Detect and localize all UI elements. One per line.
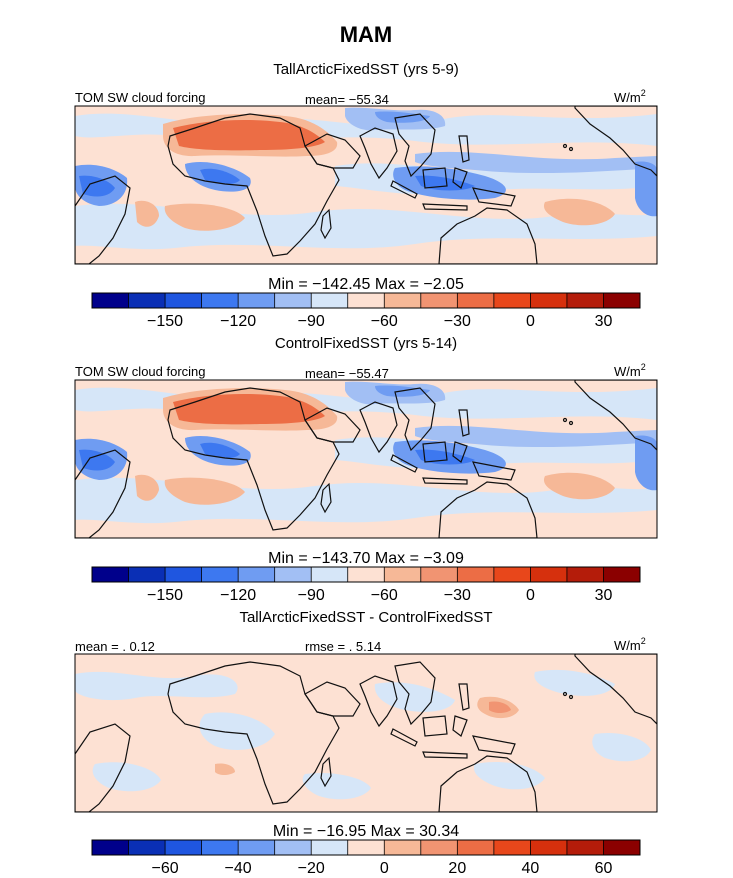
colorbar-swatch	[274, 567, 312, 582]
colorbar-swatch	[566, 567, 604, 582]
panel-1-map-frame	[74, 105, 658, 265]
panel-3-rmse-label: rmse = . 5.14	[305, 639, 381, 654]
colorbar-swatch	[420, 567, 458, 582]
colorbar-swatch	[165, 293, 202, 308]
panel-3-map-frame	[74, 653, 658, 813]
colorbar-swatch	[603, 293, 641, 308]
colorbar-tick-label: −90	[298, 313, 325, 330]
panel-1-units-label: W/m2	[614, 88, 646, 105]
panel-1-variable-label: TOM SW cloud forcing	[75, 90, 206, 105]
colorbar-swatch	[311, 840, 349, 855]
colorbar-tick-label: −120	[220, 313, 256, 330]
colorbar-tick-label: −20	[298, 860, 325, 877]
figure-title: MAM	[340, 22, 393, 47]
colorbar-swatch	[311, 293, 349, 308]
colorbar-tick-label: 0	[380, 860, 389, 877]
colorbar-swatch	[165, 840, 202, 855]
panel-3-title: TallArcticFixedSST - ControlFixedSST	[239, 609, 492, 626]
colorbar-swatch	[92, 293, 129, 308]
colorbar-frame	[91, 566, 641, 583]
panel-2-map	[75, 380, 657, 538]
colorbar-tick-label: 30	[595, 587, 613, 604]
colorbar-swatch	[384, 567, 422, 582]
colorbar-swatch	[274, 840, 312, 855]
colorbar-swatch	[420, 840, 458, 855]
panel-3-map	[75, 654, 657, 812]
colorbar-swatch	[201, 293, 239, 308]
colorbar-swatch	[201, 840, 239, 855]
panel-3-mean-label: mean = . 0.12	[75, 639, 155, 654]
colorbar-frame	[91, 839, 641, 856]
colorbar-tick-label: −150	[147, 587, 183, 604]
colorbar-swatch	[238, 840, 275, 855]
panel-1-colorbar: −150 −120 −90 −60 −30 0 30	[91, 292, 641, 330]
panel-1-minmax: Min = −142.45 Max = −2.05	[268, 276, 464, 293]
colorbar-swatch	[420, 293, 458, 308]
colorbar-swatch	[92, 567, 129, 582]
colorbar-tick-label: −60	[151, 860, 178, 877]
colorbar-tick-label: −60	[371, 587, 398, 604]
panel-3-units-label: W/m2	[614, 636, 646, 653]
colorbar-tick-label: 60	[595, 860, 613, 877]
colorbar-tick-label: −150	[147, 313, 183, 330]
colorbar-swatch	[457, 840, 495, 855]
panel-2-colorbar: −150 −120 −90 −60 −30 0 30	[91, 566, 641, 604]
panel-2-variable-label: TOM SW cloud forcing	[75, 364, 206, 379]
colorbar-swatch	[384, 840, 422, 855]
colorbar-swatch	[603, 567, 641, 582]
colorbar-tick-label: −40	[225, 860, 252, 877]
panel-1-map	[75, 106, 657, 264]
colorbar-swatch	[347, 567, 385, 582]
colorbar-swatch	[493, 293, 531, 308]
panel-1-title: TallArcticFixedSST (yrs 5-9)	[273, 61, 459, 78]
colorbar-swatch	[128, 567, 166, 582]
colorbar-tick-label: −90	[298, 587, 325, 604]
colorbar-swatch	[128, 293, 166, 308]
colorbar-tick-label: 20	[448, 860, 466, 877]
colorbar-swatch	[457, 567, 495, 582]
panel-2: ControlFixedSST (yrs 5-14) TOM SW cloud …	[74, 335, 658, 604]
panel-2-map-frame	[74, 379, 658, 539]
panel-2-minmax: Min = −143.70 Max = −3.09	[268, 550, 464, 567]
panel-2-mean-label: mean= −55.47	[305, 366, 389, 381]
colorbar-swatch	[238, 567, 275, 582]
colorbar-swatch	[384, 293, 422, 308]
colorbar-swatch	[603, 840, 641, 855]
colorbar-frame	[91, 292, 641, 309]
colorbar-swatch	[347, 293, 385, 308]
colorbar-tick-label: 30	[595, 313, 613, 330]
colorbar-swatch	[165, 567, 202, 582]
panel-2-units-label: W/m2	[614, 362, 646, 379]
colorbar-swatch	[530, 293, 568, 308]
colorbar-swatch	[238, 293, 275, 308]
panel-1-mean-label: mean= −55.34	[305, 92, 389, 107]
colorbar-swatch	[274, 293, 312, 308]
panel-1: TallArcticFixedSST (yrs 5-9) TOM SW clou…	[74, 61, 658, 330]
colorbar-swatch	[347, 840, 385, 855]
colorbar-tick-label: 0	[526, 587, 535, 604]
colorbar-swatch	[128, 840, 166, 855]
panel-2-title: ControlFixedSST (yrs 5-14)	[275, 335, 457, 352]
colorbar-tick-label: 40	[522, 860, 540, 877]
panel-3-minmax: Min = −16.95 Max = 30.34	[273, 823, 459, 840]
panel-3-colorbar: −60 −40 −20 0 20 40 60	[91, 839, 641, 877]
colorbar-swatch	[530, 840, 568, 855]
panel-3: TallArcticFixedSST - ControlFixedSST mea…	[74, 609, 658, 877]
colorbar-tick-label: −60	[371, 313, 398, 330]
colorbar-tick-label: −30	[444, 313, 471, 330]
colorbar-swatch	[457, 293, 495, 308]
colorbar-swatch	[566, 293, 604, 308]
colorbar-swatch	[311, 567, 349, 582]
colorbar-swatch	[566, 840, 604, 855]
colorbar-tick-label: 0	[526, 313, 535, 330]
colorbar-tick-label: −30	[444, 587, 471, 604]
colorbar-swatch	[493, 840, 531, 855]
colorbar-tick-label: −120	[220, 587, 256, 604]
colorbar-swatch	[201, 567, 239, 582]
colorbar-swatch	[92, 840, 129, 855]
colorbar-swatch	[493, 567, 531, 582]
colorbar-swatch	[530, 567, 568, 582]
